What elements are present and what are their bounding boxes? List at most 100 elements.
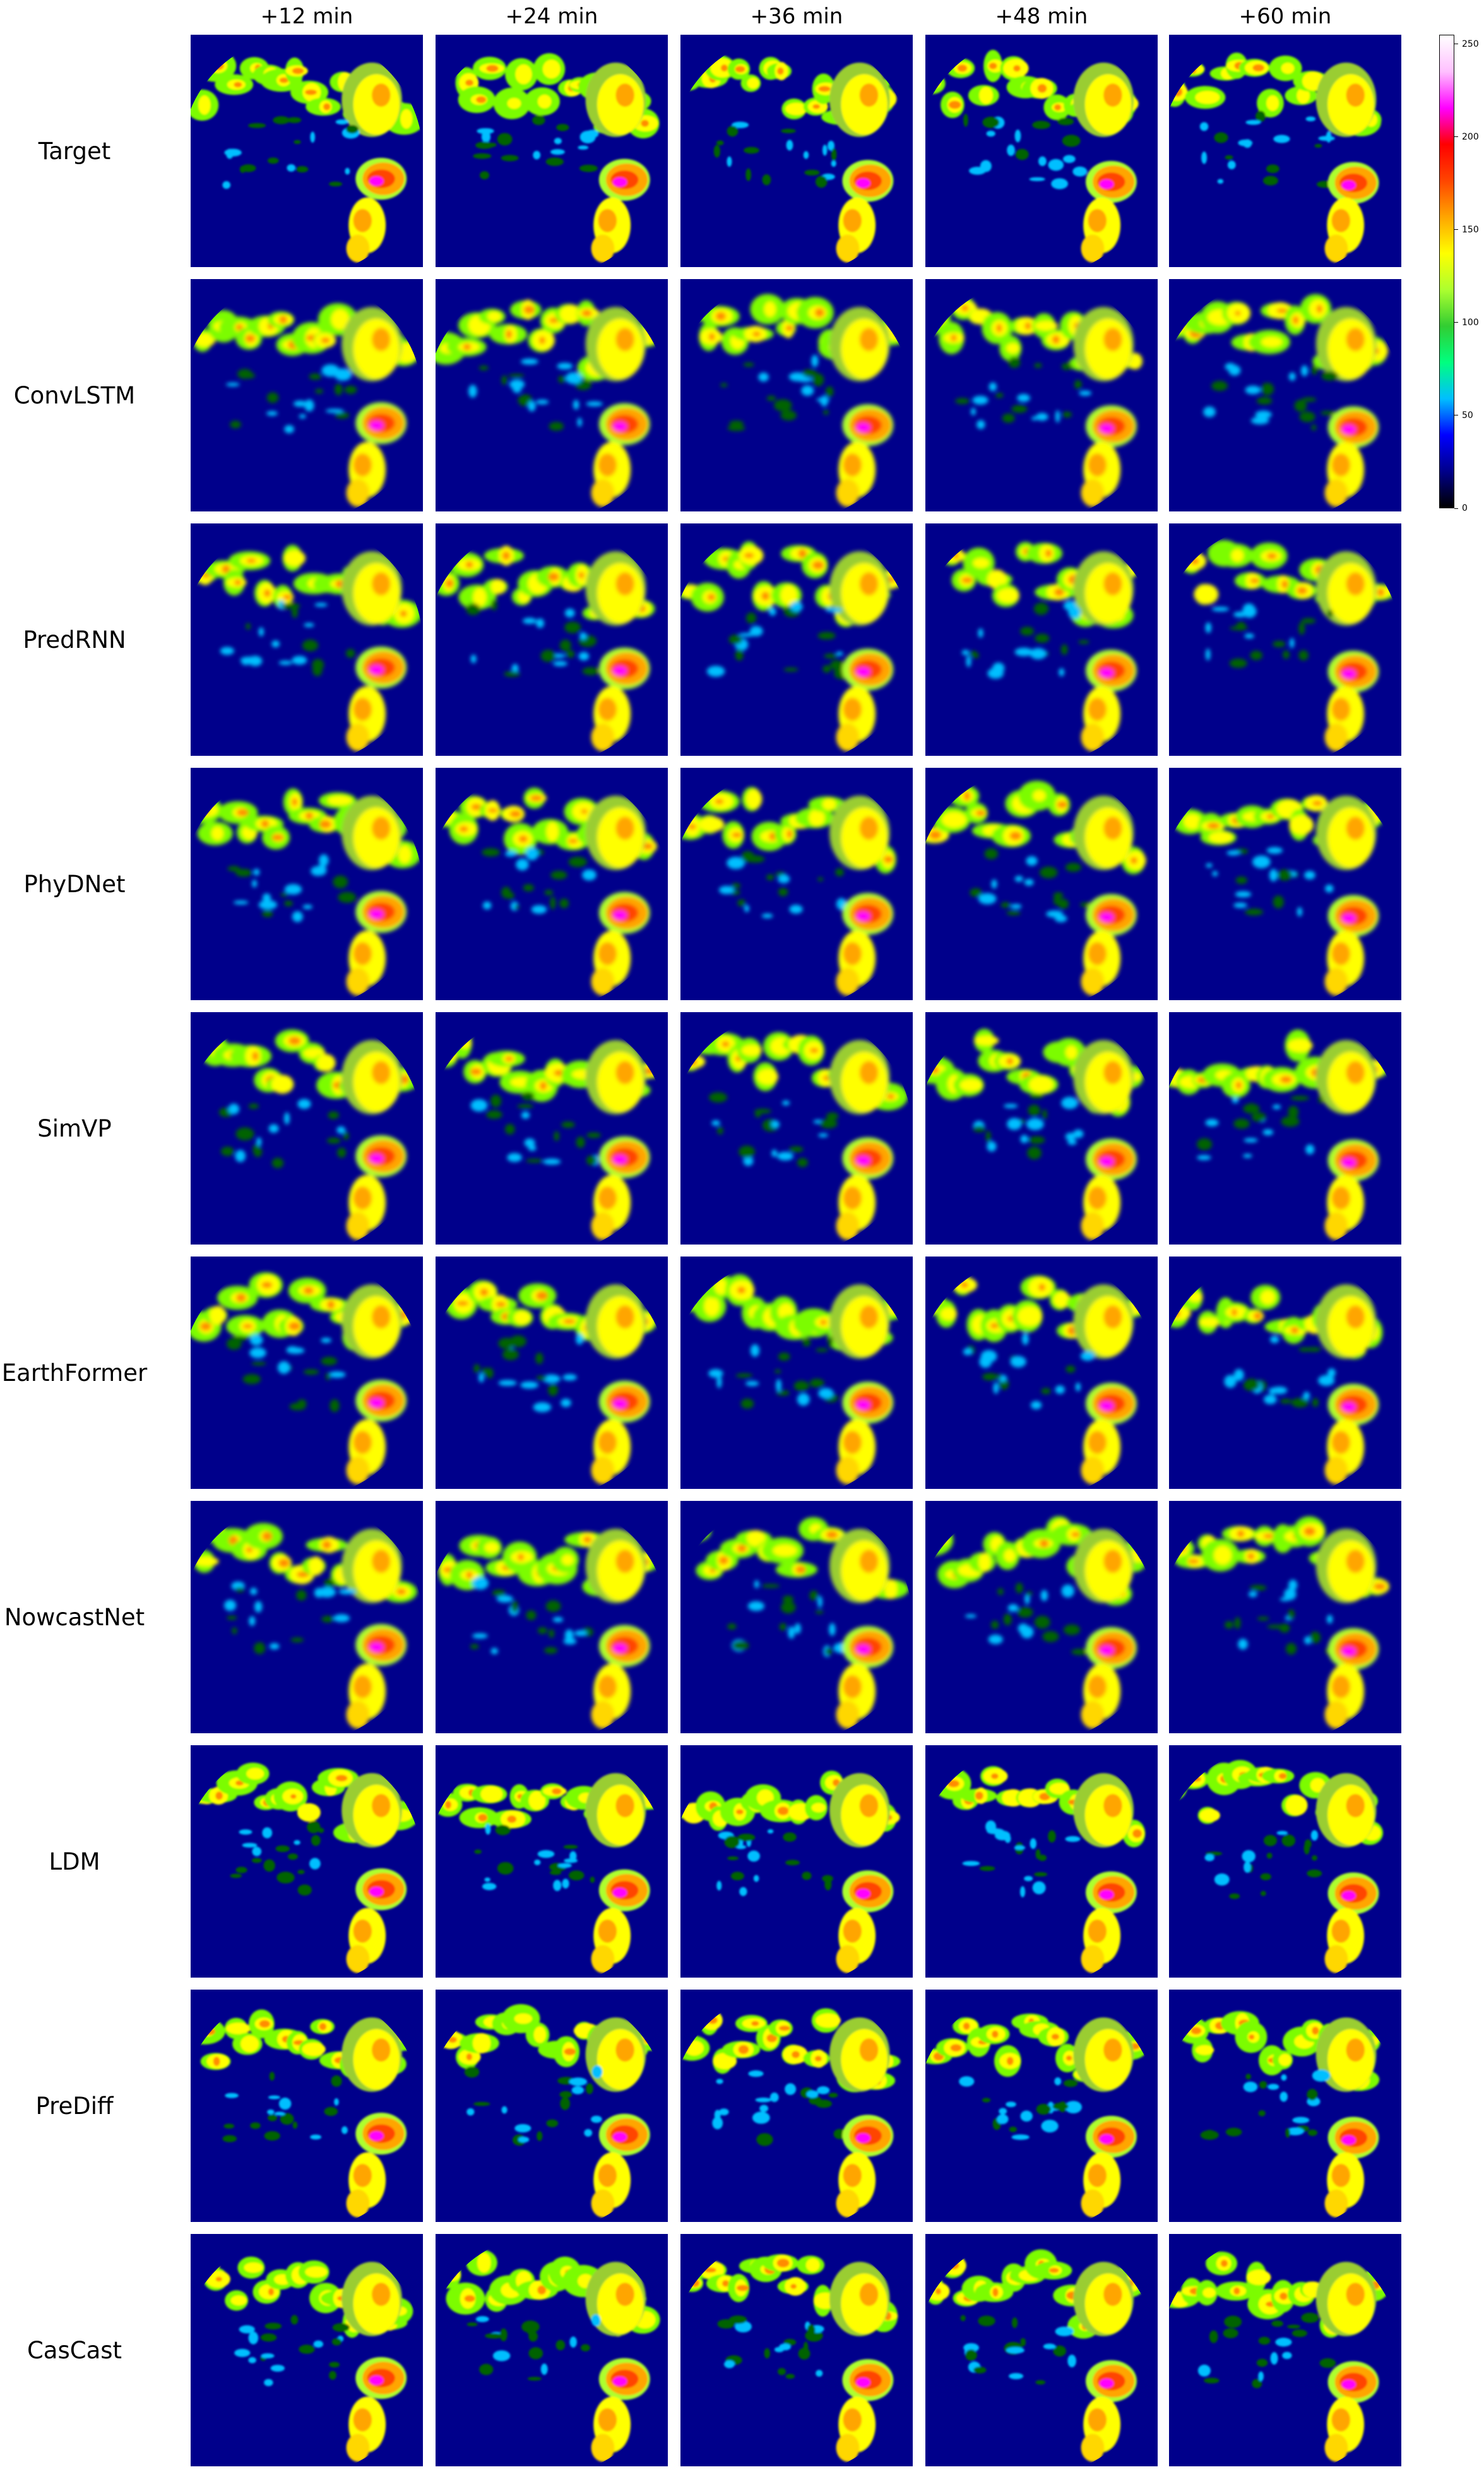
weak-echo	[497, 133, 513, 146]
weak-echo	[540, 650, 556, 662]
echo-region	[757, 1068, 778, 1085]
weak-echo	[309, 1858, 321, 1870]
weak-echo	[534, 1859, 541, 1865]
echo-core	[372, 1305, 391, 1329]
weak-echo	[1266, 847, 1283, 854]
echo-region	[1324, 2433, 1348, 2462]
weak-echo	[963, 1348, 973, 1356]
weak-echo	[309, 373, 322, 380]
weak-echo	[492, 2350, 511, 2362]
weak-echo	[1298, 650, 1309, 661]
echo-region	[1186, 1771, 1205, 1787]
weak-echo	[311, 866, 326, 876]
weak-echo	[559, 2091, 573, 2098]
echo-core	[448, 2036, 457, 2043]
weak-echo	[755, 2098, 772, 2103]
weak-echo	[1020, 2110, 1033, 2122]
weak-echo	[1249, 1102, 1254, 1112]
weak-echo	[479, 2363, 494, 2375]
weak-echo	[819, 1119, 838, 1129]
row-label-earthformer: EarthFormer	[1, 1359, 148, 1387]
echo-region	[480, 1786, 503, 1803]
echo-region	[1247, 2269, 1271, 2285]
weak-echo	[982, 116, 1000, 128]
echo-core	[369, 1887, 384, 1897]
weak-echo	[783, 1832, 797, 1842]
weak-echo	[482, 1882, 497, 1890]
weak-echo	[790, 601, 803, 612]
echo-core	[1190, 1776, 1201, 1782]
echo-region	[1006, 343, 1019, 354]
weak-echo	[336, 1126, 346, 1134]
echo-core	[1341, 913, 1356, 923]
echo-core	[598, 453, 617, 477]
echo-core	[779, 2026, 790, 2031]
weak-echo	[829, 1623, 836, 1636]
weak-echo	[1251, 1112, 1266, 1122]
weak-echo	[1312, 1398, 1319, 1407]
weak-echo	[815, 176, 828, 188]
weak-echo	[296, 1589, 307, 1601]
echo-region	[209, 1306, 226, 1325]
echo-region	[1081, 1945, 1105, 1973]
weak-echo	[311, 1835, 321, 1846]
weak-echo	[553, 1880, 562, 1891]
weak-echo	[566, 650, 575, 658]
weak-echo	[1305, 1144, 1315, 1155]
weak-echo	[825, 386, 834, 397]
echo-core	[581, 809, 588, 814]
weak-echo	[1074, 379, 1082, 390]
weak-echo	[1033, 602, 1049, 615]
weak-echo	[753, 1875, 759, 1882]
echo-core	[688, 823, 696, 830]
echo-region	[477, 2252, 491, 2273]
echo-core	[1341, 180, 1356, 190]
weak-echo	[961, 650, 970, 655]
weak-echo	[560, 2097, 571, 2110]
weak-echo	[831, 148, 837, 161]
weak-echo	[1232, 1097, 1239, 1104]
weak-echo	[473, 153, 492, 159]
weak-echo	[794, 1623, 801, 1634]
weak-echo	[996, 1373, 1002, 1380]
echo-core	[465, 80, 473, 87]
radar-echo-image	[925, 541, 1139, 751]
echo-region	[940, 1307, 958, 1321]
weak-echo	[988, 1634, 1003, 1644]
echo-region	[1195, 2045, 1214, 2055]
weak-echo	[474, 1849, 482, 1854]
weak-echo	[775, 1369, 781, 1374]
echo-region	[815, 2013, 841, 2028]
echo-core	[549, 318, 559, 323]
weak-echo	[774, 2346, 785, 2353]
weak-echo	[1288, 1609, 1295, 1620]
weak-echo	[248, 1103, 259, 1109]
echo-core	[369, 176, 384, 186]
weak-echo	[1063, 1624, 1081, 1635]
weak-echo	[1030, 648, 1047, 660]
weak-echo	[1225, 1621, 1233, 1629]
echo-core	[948, 2262, 959, 2269]
weak-echo	[1000, 902, 1011, 908]
weak-echo	[1038, 156, 1047, 166]
weak-echo	[318, 1827, 324, 1833]
echo-core	[372, 328, 391, 352]
weak-echo	[287, 164, 296, 172]
radar-echo-image	[191, 49, 423, 263]
weak-echo	[1272, 1104, 1281, 1109]
weak-echo	[1327, 609, 1333, 618]
weak-echo	[1258, 2110, 1266, 2117]
radar-panel	[191, 1501, 423, 1733]
echo-core	[548, 572, 559, 582]
echo-core	[1173, 87, 1183, 97]
echo-core	[859, 2038, 879, 2062]
weak-echo	[473, 2101, 490, 2106]
weak-echo	[516, 858, 529, 871]
echo-core	[856, 911, 870, 921]
echo-region	[533, 2026, 547, 2043]
weak-echo	[524, 1138, 535, 1147]
weak-echo	[743, 362, 754, 367]
weak-echo	[507, 1153, 522, 1162]
weak-echo	[569, 1851, 577, 1861]
weak-echo	[325, 409, 344, 414]
